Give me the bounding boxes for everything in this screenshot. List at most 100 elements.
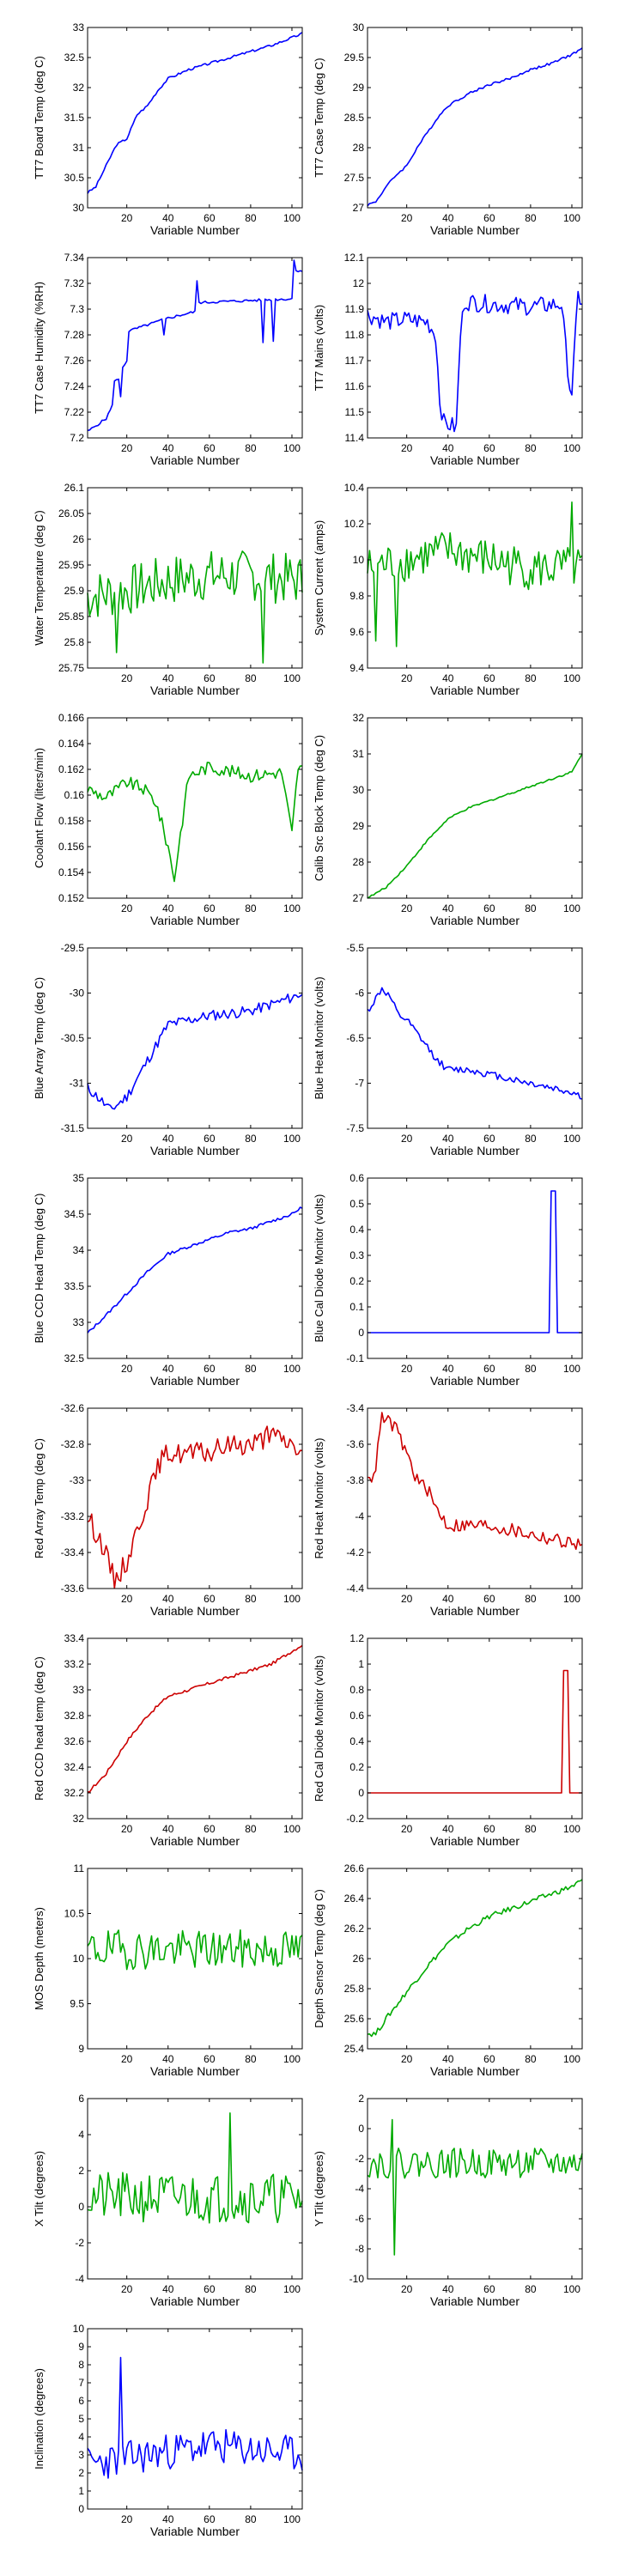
x-axis-label: Variable Number (430, 453, 519, 467)
x-tick-label: 40 (162, 212, 174, 224)
plot-frame (367, 2098, 583, 2280)
y-tick-label: 0.152 (58, 892, 84, 904)
x-axis-label: Variable Number (430, 2064, 519, 2078)
chart-panel: 25.75 25.8 25.85 25.9 25.95 26 26.05 26.1 20 40 60… (33, 482, 303, 697)
chart-panel: 25.4 25.6 25.8 26 26.2 26.4 26.6 20 40 60 80 100 Var… (313, 1862, 583, 2078)
y-tick-label: -0.2 (346, 1813, 364, 1825)
y-tick-label: -4.2 (346, 1546, 364, 1558)
x-tick-label: 40 (442, 1363, 454, 1375)
y-tick-label: 0 (358, 2123, 364, 2135)
y-tick-label: 9.5 (70, 1998, 84, 2010)
y-tick-label: 0.3 (349, 1249, 364, 1261)
y-tick-label: -3.4 (346, 1402, 364, 1414)
chart-panel: 9.4 9.6 9.8 10 10.2 10.4 20 40 60 80 100 Variable N… (313, 482, 583, 697)
y-tick-label: 6 (78, 2395, 84, 2407)
series-line (87, 2356, 303, 2479)
x-axis-label: Variable Number (150, 2294, 240, 2308)
chart-panel: -31.5 -31 -30.5 -30 -29.5 20 40 60 80 100 Variable… (33, 942, 303, 1157)
x-tick-label: 60 (483, 442, 495, 454)
x-tick-label: 60 (483, 2283, 495, 2295)
y-tick-label: -33 (70, 1474, 85, 1486)
y-tick-label: -8 (355, 2243, 364, 2255)
x-tick-label: 80 (245, 2513, 257, 2525)
x-tick-label: 100 (283, 1823, 301, 1835)
y-tick-label: 30 (353, 21, 365, 33)
y-tick-label: 27 (353, 892, 365, 904)
y-tick-label: 2 (78, 2467, 84, 2479)
chart-panel: -4 -2 0 2 4 6 20 40 60 80 100 Variable Number X Tilt… (33, 2093, 303, 2308)
plot-frame (367, 1177, 583, 1359)
y-tick-label: 29 (353, 820, 365, 832)
y-tick-label: 25.4 (344, 2043, 365, 2055)
x-tick-label: 80 (525, 1593, 537, 1605)
x-tick-label: 20 (121, 2053, 133, 2065)
y-tick-label: 7.34 (64, 252, 85, 264)
x-tick-label: 100 (563, 1823, 580, 1835)
chart-panel: 7.2 7.22 7.24 7.26 7.28 7.3 7.32 7.34 20 40 60 80 10… (33, 252, 303, 467)
y-axis-label: TT7 Case Humidity (%RH) (33, 282, 46, 414)
y-tick-label: 32 (73, 82, 85, 94)
y-tick-label: 12.1 (344, 252, 365, 264)
y-tick-label: 3 (78, 2449, 84, 2461)
x-tick-label: 40 (442, 672, 454, 684)
y-tick-label: 11.5 (345, 406, 365, 418)
y-axis-label: Blue Cal Diode Monitor (volts) (313, 1194, 325, 1343)
y-axis-label: TT7 Board Temp (deg C) (33, 56, 46, 179)
chart-panel: 32 32.2 32.4 32.6 32.8 33 33.2 33.4 20 40 60 80 100 V… (33, 1632, 303, 1848)
series-line (87, 993, 303, 1110)
series-line (367, 2118, 583, 2256)
x-tick-label: 20 (401, 1593, 413, 1605)
y-tick-label: 30.5 (64, 172, 85, 184)
y-tick-label: 0.162 (58, 763, 84, 775)
x-tick-label: 40 (162, 2513, 174, 2525)
y-axis-label: Water Temperature (deg C) (33, 510, 46, 646)
y-tick-label: 32.5 (64, 52, 85, 64)
series-line (367, 290, 583, 433)
y-tick-label: 31.5 (64, 112, 85, 124)
x-axis-label: Variable Number (150, 1374, 240, 1388)
x-tick-label: 40 (442, 2283, 454, 2295)
y-tick-label: 10 (353, 554, 365, 566)
x-axis-label: Variable Number (150, 914, 240, 927)
y-tick-label: 1 (78, 2485, 84, 2497)
y-tick-label: 26.6 (344, 1862, 365, 1874)
x-tick-label: 20 (401, 1133, 413, 1145)
y-tick-label: 30 (73, 202, 85, 214)
x-tick-label: 40 (162, 2283, 174, 2295)
x-tick-label: 20 (121, 1593, 133, 1605)
y-tick-label: -31 (70, 1078, 85, 1090)
y-tick-label: 27.5 (344, 172, 365, 184)
y-tick-label: -3.8 (346, 1474, 364, 1486)
x-tick-label: 60 (204, 902, 216, 914)
x-tick-label: 80 (525, 2053, 537, 2065)
x-tick-label: 40 (162, 1133, 174, 1145)
y-axis-label: Depth Sensor Temp (deg C) (313, 1889, 325, 2028)
y-tick-label: 26.4 (344, 1893, 365, 1905)
x-axis-label: Variable Number (150, 2524, 240, 2538)
y-tick-label: 33 (73, 21, 85, 33)
series-line (87, 550, 303, 664)
plot-frame (87, 1177, 303, 1359)
x-tick-label: 60 (204, 2053, 216, 2065)
x-tick-label: 40 (442, 442, 454, 454)
y-tick-label: -33.2 (61, 1510, 85, 1522)
y-tick-label: -0.1 (346, 1352, 364, 1364)
y-tick-label: -30.5 (61, 1032, 85, 1044)
plot-frame (367, 27, 583, 209)
y-tick-label: 0.6 (349, 1172, 364, 1184)
y-tick-label: 5 (78, 2413, 84, 2425)
y-tick-label: 0.16 (64, 789, 85, 801)
y-tick-label: 26.05 (58, 507, 84, 519)
y-tick-label: 30 (353, 784, 365, 796)
series-line (368, 1190, 582, 1334)
y-tick-label: 0.4 (349, 1224, 364, 1236)
x-axis-label: Variable Number (150, 2064, 240, 2078)
x-tick-label: 100 (563, 1133, 580, 1145)
y-tick-label: 11 (74, 1862, 85, 1874)
x-tick-label: 40 (162, 1363, 174, 1375)
y-tick-label: 0.166 (58, 712, 84, 724)
x-tick-label: 60 (483, 1363, 495, 1375)
y-tick-label: 1.2 (349, 1632, 364, 1644)
x-tick-label: 20 (121, 1363, 133, 1375)
y-tick-label: 0.5 (349, 1198, 364, 1210)
